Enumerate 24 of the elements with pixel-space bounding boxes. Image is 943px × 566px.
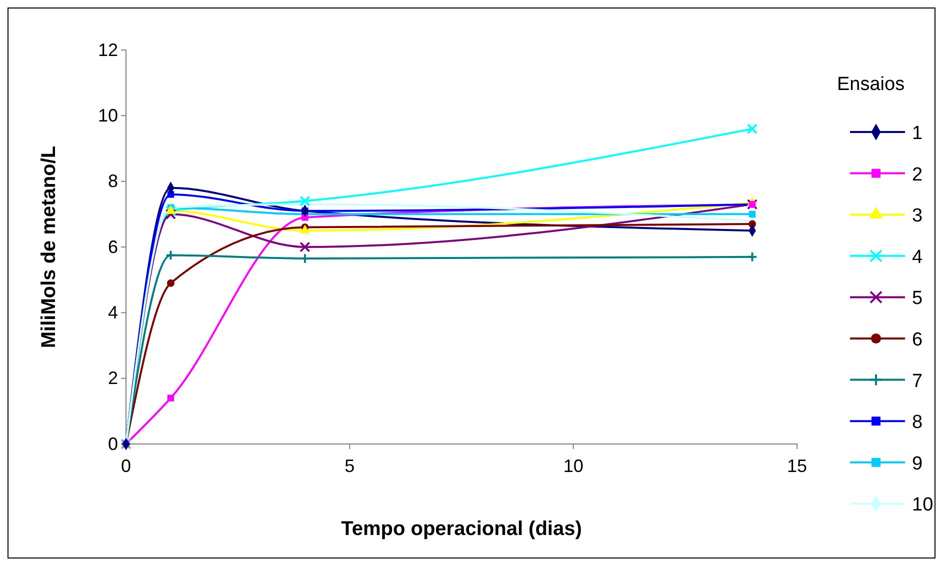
x-tick-label: 0 <box>120 456 132 476</box>
legend-title: Ensaios <box>837 74 905 95</box>
x-axis-title: Tempo operacional (dias) <box>341 518 582 540</box>
y-tick-label: 4 <box>108 302 118 322</box>
legend-label: 1 <box>912 123 923 144</box>
legend-label: 7 <box>912 370 923 392</box>
y-tick-label: 2 <box>108 368 118 388</box>
legend-label: 4 <box>912 246 923 268</box>
legend-label: 6 <box>912 330 923 350</box>
legend-label: 9 <box>912 453 923 474</box>
legend-label: 10 <box>912 494 934 516</box>
y-tick-label: 12 <box>98 40 118 60</box>
y-tick-label: 8 <box>108 171 118 192</box>
y-axis-title: MiliMols de metano/L <box>38 146 60 348</box>
legend-label: 3 <box>912 206 923 227</box>
x-tick-label: 5 <box>344 456 355 476</box>
x-tick-label: 10 <box>563 456 584 476</box>
x-tick-label: 15 <box>786 456 808 476</box>
y-tick-label: 10 <box>98 105 118 126</box>
legend-label: 2 <box>912 164 923 186</box>
legend-label: 5 <box>912 288 923 310</box>
y-tick-label: 6 <box>108 236 118 257</box>
y-tick-label: 0 <box>108 434 118 454</box>
legend-label: 8 <box>912 412 923 434</box>
